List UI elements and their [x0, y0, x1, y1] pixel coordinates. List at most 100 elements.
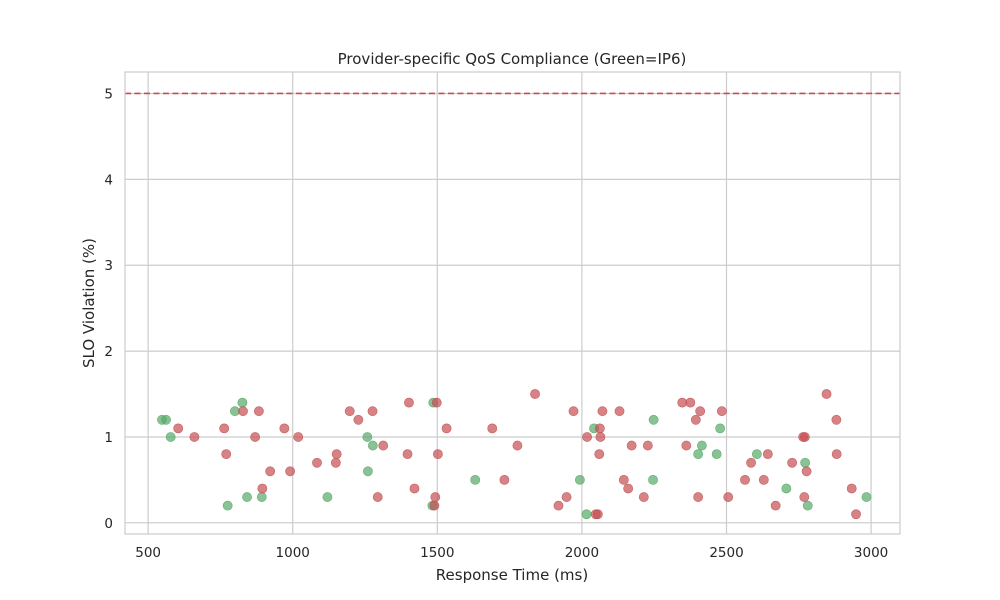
x-tick-label: 500	[135, 545, 161, 561]
data-point	[581, 509, 592, 520]
data-point	[553, 500, 564, 511]
data-points	[157, 389, 872, 520]
data-point	[173, 423, 184, 434]
data-point	[312, 457, 322, 468]
data-point	[238, 406, 248, 417]
data-point	[250, 432, 261, 442]
data-point	[595, 432, 606, 442]
tick-labels: 500 1000 1500 2000 2500 3000 0 1 2 3 4 5	[104, 86, 888, 561]
data-point	[429, 500, 440, 511]
y-tick-label: 3	[104, 258, 113, 274]
x-tick-label: 1500	[420, 545, 454, 561]
data-point	[695, 406, 706, 417]
data-point	[221, 449, 232, 460]
data-point	[681, 440, 692, 451]
data-point	[758, 474, 769, 485]
data-point	[648, 474, 658, 485]
data-point	[821, 389, 832, 399]
data-point	[751, 449, 762, 460]
data-point	[582, 432, 593, 442]
data-point	[265, 466, 276, 477]
data-point	[330, 457, 341, 468]
data-point	[626, 440, 637, 451]
y-tick-label: 5	[104, 86, 113, 102]
data-point	[293, 432, 304, 442]
data-point	[831, 449, 842, 460]
data-point	[594, 449, 605, 460]
data-point	[279, 423, 290, 434]
data-point	[161, 414, 171, 425]
data-point	[499, 474, 510, 485]
data-point	[762, 449, 773, 460]
data-point	[353, 414, 364, 425]
data-point	[404, 397, 414, 408]
data-point	[693, 492, 704, 502]
chart-title: Provider-specific QoS Compliance (Green=…	[338, 50, 687, 68]
data-point	[690, 414, 701, 425]
data-point	[512, 440, 523, 451]
data-point	[697, 440, 707, 451]
data-point	[487, 423, 498, 434]
data-point	[801, 466, 812, 477]
data-point	[802, 500, 813, 511]
x-tick-label: 2000	[565, 545, 599, 561]
data-point	[189, 432, 200, 442]
data-point	[256, 492, 267, 502]
data-point	[409, 483, 420, 494]
data-point	[430, 492, 441, 502]
x-axis-label: Response Time (ms)	[436, 566, 588, 584]
data-point	[378, 440, 389, 451]
data-point	[800, 457, 811, 468]
data-point	[693, 449, 704, 460]
data-point	[574, 474, 585, 485]
data-point	[568, 406, 579, 417]
data-point	[222, 500, 233, 511]
data-point	[322, 492, 333, 502]
data-point	[431, 397, 442, 408]
data-point	[861, 492, 872, 502]
data-point	[402, 449, 413, 460]
data-point	[372, 492, 383, 502]
data-point	[831, 414, 842, 425]
data-point	[470, 474, 481, 485]
y-tick-label: 0	[104, 516, 113, 532]
data-point	[237, 397, 248, 408]
data-point	[285, 466, 296, 477]
data-point	[740, 474, 750, 485]
data-point	[623, 483, 634, 494]
data-point	[846, 483, 857, 494]
data-point	[685, 397, 696, 408]
data-point	[597, 406, 608, 417]
data-point	[367, 440, 378, 451]
data-point	[165, 432, 176, 442]
data-point	[787, 457, 798, 468]
data-point	[851, 509, 861, 520]
y-tick-label: 1	[104, 430, 113, 446]
data-point	[614, 406, 625, 417]
plot-frame	[124, 71, 901, 535]
data-point	[642, 440, 653, 451]
data-point	[648, 414, 659, 425]
data-point	[219, 423, 230, 434]
data-point	[746, 457, 756, 468]
data-point	[716, 406, 727, 417]
data-point	[432, 449, 443, 460]
data-point	[331, 449, 342, 460]
data-point	[253, 406, 264, 417]
data-point	[799, 492, 810, 502]
data-point	[441, 423, 452, 434]
x-tick-label: 3000	[854, 545, 888, 561]
data-point	[362, 432, 373, 442]
data-point	[530, 389, 540, 399]
y-tick-label: 4	[104, 172, 113, 188]
data-point	[344, 406, 355, 417]
y-axis-label: SLO Violation (%)	[80, 238, 98, 368]
data-point	[711, 449, 722, 460]
data-point	[363, 466, 373, 477]
data-point	[561, 492, 572, 502]
data-point	[715, 423, 726, 434]
data-point	[618, 474, 629, 485]
x-tick-label: 2500	[709, 545, 743, 561]
data-point	[592, 509, 603, 520]
